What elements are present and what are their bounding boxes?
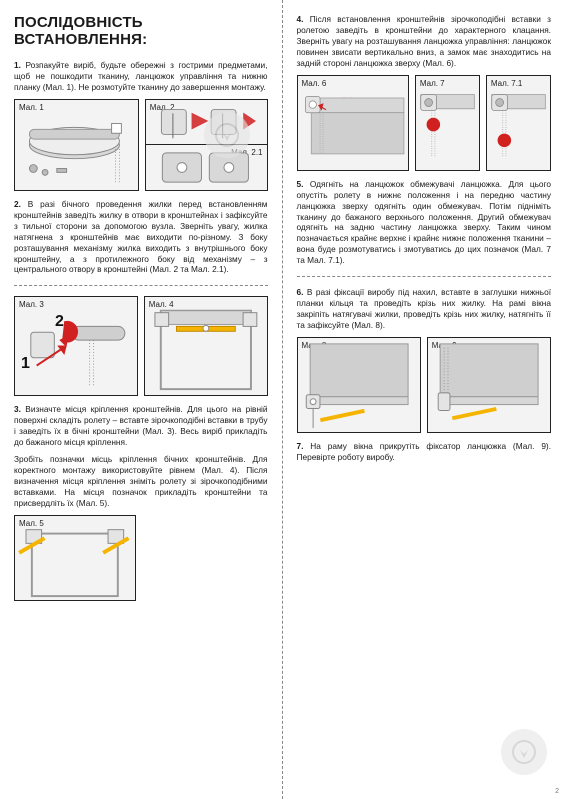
- fig-row-4: Мал. 6 click Мал. 7: [297, 75, 552, 171]
- figure-1-svg: [15, 100, 138, 190]
- figure-5-svg: [15, 516, 135, 600]
- figure-3-svg: [15, 297, 137, 395]
- divider-right: [297, 276, 552, 277]
- para-1: 1. Розпакуйте виріб, будьте обережні з г…: [14, 60, 268, 93]
- para-1-num: 1.: [14, 60, 21, 70]
- para-4-num: 4.: [297, 14, 304, 24]
- figure-3: Мал. 3 1 2: [14, 296, 138, 396]
- para-5-text: Одягніть на ланцюжок обмежувачі ланцюжка…: [297, 179, 552, 266]
- para-3a-text: Визначте місця кріплення кронштейнів. Дл…: [14, 404, 268, 447]
- para-1-text: Розпакуйте виріб, будьте обережні з гост…: [14, 60, 268, 92]
- fig-row-2: Мал. 3 1 2 Мал. 4: [14, 296, 268, 396]
- para-6: 6. В разі фіксації виробу під нахил, вст…: [297, 287, 552, 331]
- figure-4-svg: [145, 297, 267, 395]
- para-7-text: На раму вікна прикрутіть фіксатор ланцюж…: [297, 441, 552, 462]
- divider-left: [14, 285, 268, 286]
- para-5: 5. Одягніть на ланцюжок обмежувачі ланцю…: [297, 179, 552, 267]
- figure-8: Мал. 8: [297, 337, 421, 433]
- figure-7: Мал. 7: [415, 75, 480, 171]
- para-2: 2. В разі бічного проведення жилки перед…: [14, 199, 268, 276]
- figure-9-svg: [428, 338, 550, 432]
- para-4: 4. Після встановлення кронштейнів зірочк…: [297, 14, 552, 69]
- para-3-num: 3.: [14, 404, 21, 414]
- figure-6-svg: [298, 76, 408, 170]
- fig-row-3: Мал. 5: [14, 515, 268, 601]
- watermark-icon-2: [501, 729, 547, 775]
- para-3b-text: Зробіть позначки місць кріплення бічних …: [14, 454, 268, 508]
- para-2-num: 2.: [14, 199, 21, 209]
- figure-9: Мал. 9: [427, 337, 551, 433]
- fig-row-5: Мал. 8 Мал. 9: [297, 337, 552, 433]
- page-title: ПОСЛІДОВНІСТЬ ВСТАНОВЛЕННЯ:: [14, 14, 268, 48]
- figure-1: Мал. 1: [14, 99, 139, 191]
- figure-7-svg: [416, 76, 479, 170]
- figure-5: Мал. 5: [14, 515, 136, 601]
- figure-6: Мал. 6 click: [297, 75, 409, 171]
- figure-2-1: Мал. 2.1: [145, 145, 268, 191]
- para-3b: Зробіть позначки місць кріплення бічних …: [14, 454, 268, 509]
- para-3a: 3. Визначте місця кріплення кронштейнів.…: [14, 404, 268, 448]
- figure-7-1: Мал. 7.1: [486, 75, 551, 171]
- watermark-icon-1: [204, 112, 250, 158]
- figure-8-svg: [298, 338, 420, 432]
- para-4-text: Після встановлення кронштейнів зірочкопо…: [297, 14, 552, 68]
- para-2-text: В разі бічного проведення жилки перед вс…: [14, 199, 268, 275]
- figure-2-1-svg: [146, 145, 267, 190]
- para-7-num: 7.: [297, 441, 304, 451]
- page-number: 2: [555, 788, 559, 795]
- left-column: ПОСЛІДОВНІСТЬ ВСТАНОВЛЕННЯ: 1. Розпакуйт…: [0, 0, 283, 799]
- figure-7-1-svg: [487, 76, 550, 170]
- para-5-num: 5.: [297, 179, 304, 189]
- para-7: 7. На раму вікна прикрутіть фіксатор лан…: [297, 441, 552, 463]
- right-column: 4. Після встановлення кронштейнів зірочк…: [283, 0, 565, 799]
- figure-4: Мал. 4: [144, 296, 268, 396]
- para-6-text: В разі фіксації виробу під нахил, вставт…: [297, 287, 552, 330]
- para-6-num: 6.: [297, 287, 304, 297]
